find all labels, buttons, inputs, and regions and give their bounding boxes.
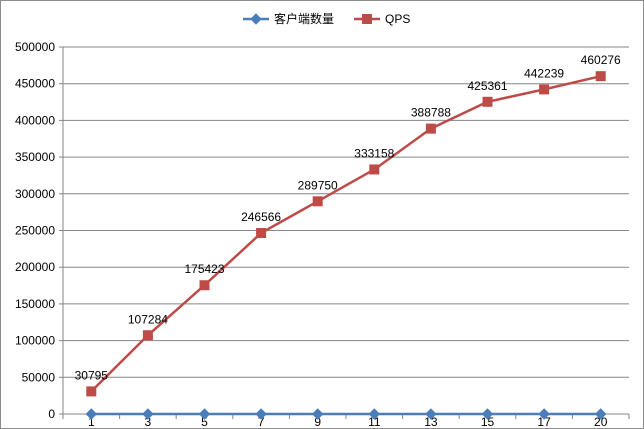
- x-tick-label: 13: [424, 415, 438, 428]
- square-marker: [482, 96, 493, 107]
- x-tick-label: 5: [201, 415, 208, 428]
- diamond-marker: [594, 408, 607, 420]
- series-group: [85, 71, 607, 420]
- x-tick-label: 1: [88, 415, 95, 428]
- diamond-marker: [250, 13, 262, 25]
- data-label: 289750: [298, 178, 338, 192]
- y-axis-tick-labels: 0 50000 100000 150000 200000 250000 300000 3500…: [15, 40, 55, 421]
- x-tick-label: 9: [314, 415, 321, 428]
- square-marker: [256, 228, 267, 239]
- data-label: 333158: [354, 146, 394, 160]
- data-label: 425361: [467, 79, 507, 93]
- square-marker: [312, 196, 323, 207]
- diamond-marker: [311, 408, 324, 420]
- diamond-marker: [425, 408, 437, 420]
- square-marker: [369, 164, 380, 175]
- data-labels: 30795 107284 175423 246566 289750 333158 38878…: [75, 53, 621, 382]
- y-tick-label: 200000: [15, 260, 55, 274]
- square-marker: [362, 14, 372, 24]
- y-tick-label: 450000: [15, 77, 55, 91]
- series-1: [85, 408, 607, 420]
- x-tick-label: 17: [537, 415, 551, 428]
- y-tick-label: 350000: [15, 150, 55, 164]
- legend-item-2: QPS: [354, 12, 410, 26]
- diamond-marker: [481, 408, 494, 420]
- y-tick-label: 100000: [15, 334, 55, 348]
- y-tick-label: 150000: [15, 297, 55, 311]
- y-tick-label: 500000: [15, 40, 55, 54]
- diamond-marker: [368, 408, 381, 420]
- data-label: 30795: [75, 368, 109, 382]
- data-label: 442239: [524, 66, 564, 80]
- data-label: 107284: [128, 312, 168, 326]
- square-marker: [539, 84, 550, 95]
- x-axis-tick-labels: 1 3 5 7 9 11 13 15 17 20: [88, 415, 608, 428]
- x-tick-label: 15: [481, 415, 495, 428]
- gridlines: [63, 46, 629, 378]
- square-marker: [142, 330, 153, 341]
- diamond-marker: [85, 408, 98, 420]
- y-tick-label: 50000: [22, 370, 56, 384]
- x-tick-label: 7: [258, 415, 265, 428]
- diamond-marker: [538, 408, 550, 420]
- y-tick-label: 0: [48, 407, 55, 421]
- data-label: 460276: [581, 53, 621, 67]
- square-marker: [425, 123, 436, 134]
- square-marker: [199, 280, 210, 291]
- data-label: 388788: [411, 106, 451, 120]
- x-tick-label: 3: [145, 415, 152, 428]
- square-marker: [86, 386, 97, 397]
- legend-label: QPS: [385, 12, 410, 26]
- diamond-marker: [255, 408, 267, 420]
- legend-label: 客户端数量: [274, 11, 334, 26]
- series-line: [90, 74, 601, 393]
- y-tick-label: 400000: [15, 113, 55, 127]
- legend-item-1: 客户端数量: [243, 11, 334, 26]
- x-tick-label: 20: [594, 415, 608, 428]
- diamond-marker: [142, 408, 154, 420]
- series-2: [86, 71, 606, 397]
- square-marker: [595, 71, 606, 82]
- y-tick-label: 300000: [15, 187, 55, 201]
- data-label: 246566: [241, 210, 281, 224]
- diamond-marker: [198, 408, 211, 420]
- axes: [59, 46, 630, 419]
- x-tick-label: 11: [368, 415, 381, 428]
- y-tick-label: 250000: [15, 224, 55, 238]
- data-label: 175423: [184, 262, 224, 276]
- legend: 客户端数量 QPS: [243, 11, 410, 26]
